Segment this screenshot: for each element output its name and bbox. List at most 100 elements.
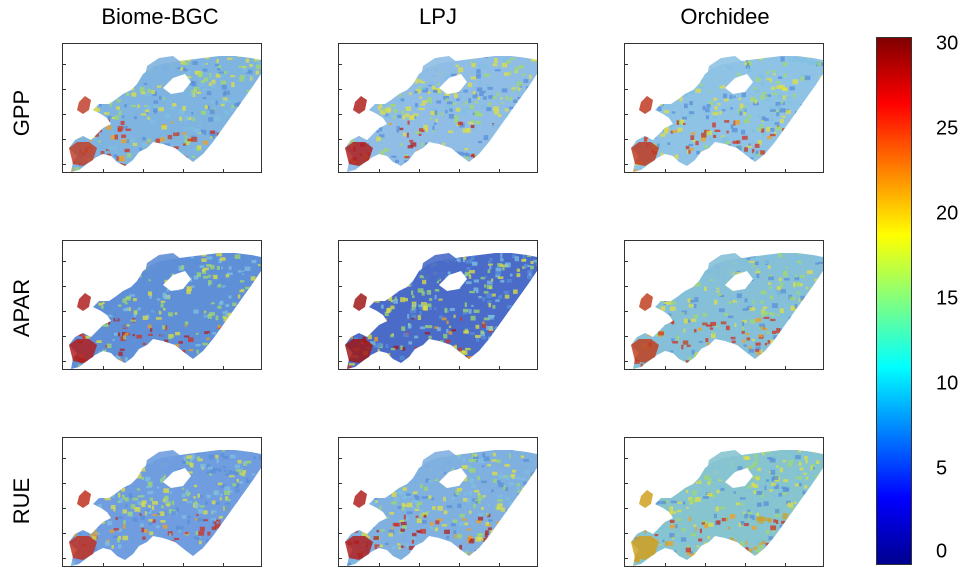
axis-tick (339, 336, 342, 337)
axis-tick (63, 164, 66, 165)
axis-tick (665, 563, 666, 566)
scandinavia (421, 450, 457, 480)
axis-tick (63, 558, 66, 559)
colorbar-tick-10: 10 (936, 372, 959, 395)
axis-tick (419, 169, 420, 172)
map-graphic (69, 253, 261, 369)
axis-tick (625, 164, 628, 165)
axis-tick (625, 311, 628, 312)
iberia (631, 536, 659, 560)
axis-tick (339, 286, 342, 287)
axis-tick (339, 508, 342, 509)
british-isles (353, 490, 367, 508)
axis-tick (379, 169, 380, 172)
map-panel-orchidee-gpp (624, 43, 824, 173)
map-graphic (631, 450, 823, 566)
colorbar-tick-5: 5 (936, 457, 948, 480)
map-graphic (631, 56, 823, 172)
baltic-sea (725, 74, 753, 94)
colorbar (876, 37, 912, 565)
axis-tick (339, 114, 342, 115)
row-title-apar: APAR (9, 278, 34, 338)
british-isles (77, 490, 91, 508)
scandinavia (421, 56, 457, 86)
axis-tick (625, 64, 628, 65)
map-graphic (345, 56, 537, 172)
axis-tick (625, 458, 628, 459)
axis-tick (459, 169, 460, 172)
axis-tick (339, 89, 342, 90)
iberia (69, 142, 97, 166)
axis-tick (665, 169, 666, 172)
map-graphic (631, 253, 823, 369)
scandinavia (145, 450, 181, 480)
british-isles (639, 490, 653, 508)
iberia (631, 339, 659, 363)
axis-tick (785, 366, 786, 369)
axis-tick (63, 261, 66, 262)
axis-tick (223, 563, 224, 566)
map-panel-lpj-gpp (338, 43, 538, 173)
axis-tick (63, 286, 66, 287)
axis-tick (63, 336, 66, 337)
axis-tick (499, 563, 500, 566)
column-title-lpj: LPJ (419, 4, 457, 29)
axis-tick (379, 563, 380, 566)
baltic-sea (439, 468, 467, 488)
axis-tick (499, 169, 500, 172)
axis-tick (625, 336, 628, 337)
axis-tick (63, 114, 66, 115)
axis-tick (143, 366, 144, 369)
map-graphic (345, 450, 537, 566)
axis-tick (63, 139, 66, 140)
axis-tick (339, 164, 342, 165)
baltic-sea (163, 468, 191, 488)
axis-tick (459, 366, 460, 369)
axis-tick (745, 169, 746, 172)
scandinavia (707, 56, 743, 86)
axis-tick (63, 533, 66, 534)
axis-tick (339, 261, 342, 262)
axis-tick (339, 558, 342, 559)
axis-tick (63, 361, 66, 362)
british-isles (77, 293, 91, 311)
iberia (69, 536, 97, 560)
axis-tick (625, 361, 628, 362)
axis-tick (63, 89, 66, 90)
scandinavia (145, 56, 181, 86)
axis-tick (499, 366, 500, 369)
axis-tick (625, 286, 628, 287)
map-panel-biome-bgc-rue (62, 437, 262, 567)
axis-tick (339, 483, 342, 484)
british-isles (639, 293, 653, 311)
baltic-sea (163, 271, 191, 291)
scandinavia (707, 450, 743, 480)
map-panel-orchidee-rue (624, 437, 824, 567)
map-graphic (69, 56, 261, 172)
axis-tick (339, 361, 342, 362)
axis-tick (143, 563, 144, 566)
map-graphic (69, 450, 261, 566)
axis-tick (223, 169, 224, 172)
baltic-sea (725, 468, 753, 488)
iberia (345, 536, 373, 560)
british-isles (77, 96, 91, 114)
axis-tick (223, 366, 224, 369)
axis-tick (339, 458, 342, 459)
axis-tick (419, 366, 420, 369)
row-title-gpp: GPP (9, 89, 34, 137)
colorbar-tick-30: 30 (936, 32, 959, 55)
axis-tick (745, 563, 746, 566)
axis-tick (339, 139, 342, 140)
axis-tick (665, 366, 666, 369)
axis-tick (625, 261, 628, 262)
axis-tick (339, 311, 342, 312)
iberia (631, 142, 659, 166)
baltic-sea (439, 74, 467, 94)
axis-tick (625, 508, 628, 509)
map-graphic (345, 253, 537, 369)
british-isles (353, 96, 367, 114)
colorbar-tick-15: 15 (936, 287, 959, 310)
colorbar-tick-20: 20 (936, 202, 959, 225)
map-panel-lpj-apar (338, 240, 538, 370)
